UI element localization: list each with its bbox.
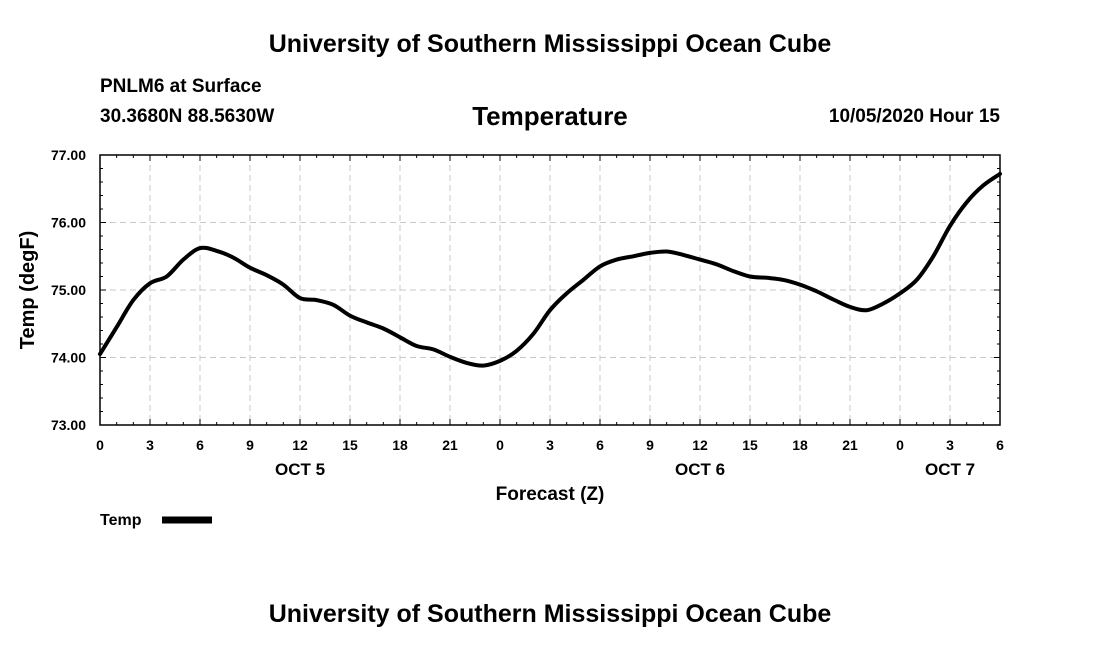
x-tick-label: 15 <box>742 437 758 453</box>
x-axis-title: Forecast (Z) <box>496 484 605 505</box>
page-title: University of Southern Mississippi Ocean… <box>268 30 832 58</box>
x-tick-label: 9 <box>246 437 254 453</box>
axis-labels: 0 3 6 9 12 15 18 21 0 3 6 9 12 15 18 21 0 3 6 73.00 74.00 75.… <box>51 147 1004 479</box>
x-tick-label: 0 <box>896 437 904 453</box>
footer-title: University of Southern Mississippi Ocean… <box>268 600 832 628</box>
x-tick-label: 6 <box>996 437 1004 453</box>
y-tick-label: 75.00 <box>51 282 86 298</box>
x-tick-label: 18 <box>792 437 808 453</box>
x-tick-label: 3 <box>946 437 954 453</box>
y-tick-label: 77.00 <box>51 147 86 163</box>
x-tick-label: 12 <box>692 437 708 453</box>
x-tick-label: 18 <box>392 437 408 453</box>
x-tick-label: 21 <box>442 437 458 453</box>
axis-ticks <box>99 154 1001 426</box>
y-axis-title: Temp (degF) <box>17 231 39 350</box>
x-tick-label: 0 <box>496 437 504 453</box>
legend-label: Temp <box>100 512 142 529</box>
day-label: OCT 5 <box>275 460 325 479</box>
day-label: OCT 7 <box>925 460 975 479</box>
x-tick-label: 3 <box>146 437 154 453</box>
y-tick-label: 73.00 <box>51 417 86 433</box>
station-coordinates: 30.3680N 88.5630W <box>100 106 275 127</box>
x-tick-label: 12 <box>292 437 308 453</box>
y-tick-label: 76.00 <box>51 215 86 231</box>
forecast-datetime: 10/05/2020 Hour 15 <box>828 106 1000 127</box>
grid <box>100 155 1000 425</box>
station-label: PNLM6 at Surface <box>100 76 262 97</box>
x-tick-label: 15 <box>342 437 358 453</box>
y-tick-label: 74.00 <box>51 350 86 366</box>
x-tick-label: 9 <box>646 437 654 453</box>
x-tick-label: 21 <box>842 437 858 453</box>
x-tick-label: 6 <box>596 437 604 453</box>
x-tick-label: 3 <box>546 437 554 453</box>
x-tick-label: 0 <box>96 437 104 453</box>
chart-title: Temperature <box>472 101 628 131</box>
x-tick-label: 6 <box>196 437 204 453</box>
temp-series-line <box>98 171 1002 368</box>
day-label: OCT 6 <box>675 460 725 479</box>
